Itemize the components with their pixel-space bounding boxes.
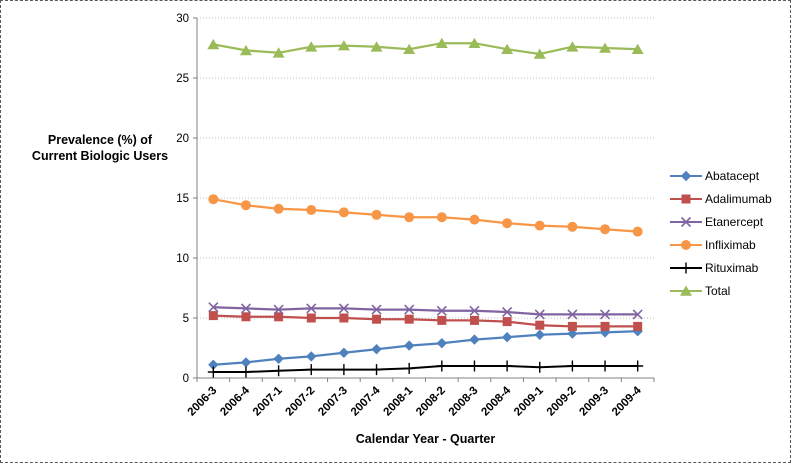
series-infliximab [208,194,643,237]
x-tick-label: 2008-3 [447,385,481,419]
legend-label: Rituximab [705,260,759,275]
x-tick-label: 2007-1 [251,384,285,418]
x-tick-label: 2008-2 [414,385,448,419]
legend-label: Adalimumab [705,191,772,206]
x-marker-icon [670,216,702,227]
x-tick-label: 2008-1 [381,384,415,418]
y-tick-label: 20 [176,133,189,145]
x-tick-label: 2009-4 [610,384,644,418]
legend-item-total: Total [669,279,772,302]
diamond-marker-icon [670,170,702,181]
y-tick-label: 5 [183,313,189,325]
circle-marker-icon [670,239,702,250]
series-total [207,37,644,59]
y-axis-title-line1: Prevalence (%) of [47,133,153,147]
x-tick-label: 2008-4 [479,384,513,418]
y-tick-label: 30 [176,13,189,25]
x-tick-label: 2009-1 [512,384,546,418]
x-tick-label: 2006-4 [218,384,252,418]
x-tick-label: 2007-2 [284,385,318,419]
legend-item-abatacept: Abatacept [669,164,772,187]
series-adalimumab [208,311,643,331]
chart-legend: Abatacept Adalimumab Etanercept Infliximab R… [669,164,772,302]
x-tick-label: 2006-3 [186,385,220,419]
y-tick-label: 10 [176,253,189,265]
legend-label: Etanercept [705,214,764,229]
square-marker-icon [670,194,702,203]
y-tick-label: 25 [176,73,189,85]
series-etanercept [208,302,643,320]
legend-item-rituximab: Rituximab [669,256,772,279]
plus-marker-icon [670,262,702,273]
series-abatacept [208,326,643,370]
legend-label: Abatacept [705,168,760,183]
y-axis-title: Prevalence (%) of Current Biologic Users [11,132,189,164]
x-axis-title: Calendar Year - Quarter [355,432,496,446]
x-tick-label: 2007-4 [349,384,383,418]
y-tick-label: 0 [183,373,189,385]
x-tick-label: 2009-2 [545,385,579,419]
triangle-marker-icon [670,285,702,296]
x-tick-label: 2009-3 [577,385,611,419]
legend-label: Total [705,283,731,298]
y-tick-label: 15 [176,193,189,205]
y-axis-title-line2: Current Biologic Users [31,149,169,163]
legend-label: Infliximab [705,237,756,252]
legend-item-infliximab: Infliximab [669,233,772,256]
series-rituximab [207,360,644,378]
legend-item-adalimumab: Adalimumab [669,187,772,210]
x-tick-label: 2007-3 [316,385,350,419]
legend-item-etanercept: Etanercept [669,210,772,233]
